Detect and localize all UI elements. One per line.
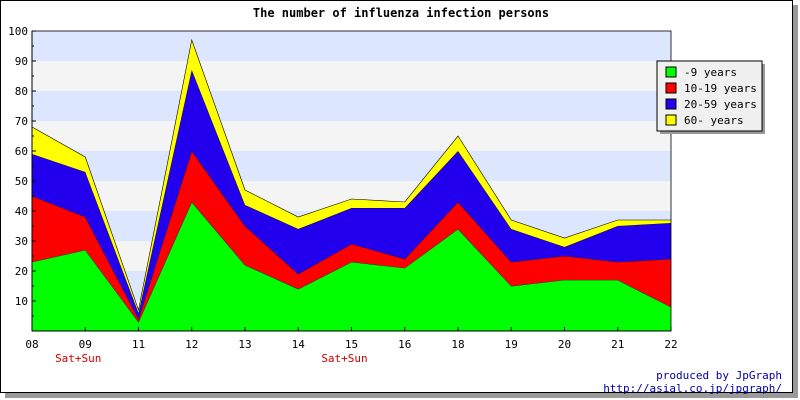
credit-line-2[interactable]: http://asial.co.jp/jpgraph/ xyxy=(603,382,782,395)
credit-line-1: produced by JpGraph xyxy=(656,369,782,382)
y-tick-label: 70 xyxy=(15,115,28,128)
grid-band xyxy=(32,121,671,151)
area-series xyxy=(31,38,672,331)
y-tick-label: 20 xyxy=(15,265,28,278)
y-tick-label: 40 xyxy=(15,205,28,218)
x-tick-label: 09 xyxy=(79,338,92,351)
y-tick-label: 100 xyxy=(8,25,28,38)
legend-swatch xyxy=(665,66,677,78)
grid-band xyxy=(32,61,671,91)
grid-band xyxy=(32,91,671,121)
legend-label: 20-59 years xyxy=(684,98,757,111)
x-tick-label: 15 xyxy=(345,338,358,351)
area-20-59-years xyxy=(32,70,671,319)
legend-label: 10-19 years xyxy=(684,82,757,95)
legend-swatch xyxy=(665,114,677,126)
x-tick-note: Sat+Sun xyxy=(321,352,367,365)
grid-band xyxy=(32,31,671,61)
y-tick-label: 80 xyxy=(15,85,28,98)
y-tick-label: 50 xyxy=(15,175,28,188)
x-tick-label: 20 xyxy=(558,338,571,351)
x-tick-label: 11 xyxy=(132,338,145,351)
x-tick-label: 16 xyxy=(398,338,411,351)
x-tick-label: 22 xyxy=(664,338,677,351)
x-tick-label: 13 xyxy=(238,338,251,351)
x-tick-label: 19 xyxy=(505,338,518,351)
chart-title: The number of influenza infection person… xyxy=(253,6,549,20)
area-outline xyxy=(31,38,671,312)
chart-frame: 10 20 30 40 50 60 70 80 90 100 08 09 Sat+Sun 11 12 13 14… xyxy=(0,0,793,395)
x-tick-note: Sat+Sun xyxy=(55,352,101,365)
x-tick-label: 08 xyxy=(25,338,38,351)
legend-label: 60- years xyxy=(684,114,744,127)
area-10-19-years xyxy=(32,151,671,322)
y-tick-label: 30 xyxy=(15,235,28,248)
y-tick-label: 90 xyxy=(15,55,28,68)
y-tick-label: 60 xyxy=(15,145,28,158)
y-tick-label: 10 xyxy=(15,295,28,308)
legend: -9 years 10-19 years 20-59 years 60- years xyxy=(656,60,765,134)
legend-swatch xyxy=(665,82,677,94)
legend-label: -9 years xyxy=(684,66,737,79)
x-tick-label: 12 xyxy=(185,338,198,351)
legend-swatch xyxy=(665,98,677,110)
x-tick-label: 21 xyxy=(611,338,624,351)
x-tick-label: 14 xyxy=(292,338,306,351)
grid-band xyxy=(32,151,671,181)
x-tick-label: 18 xyxy=(451,338,464,351)
area--9-years xyxy=(32,202,671,331)
